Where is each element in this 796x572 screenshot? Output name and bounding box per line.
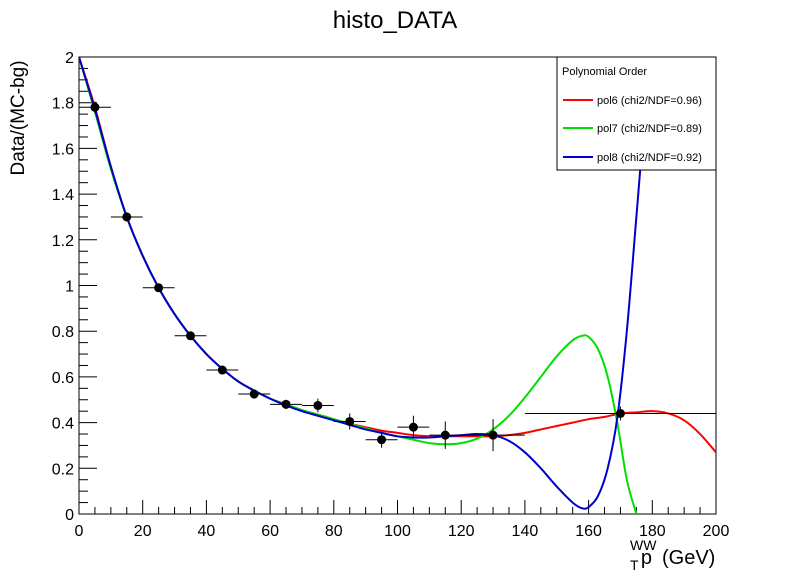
data-points <box>79 101 716 452</box>
legend: Polynomial Order pol6 (chi2/NDF=0.96) po… <box>556 56 717 171</box>
y-tick-label: 0.6 <box>52 370 74 387</box>
x-tick-label: 80 <box>325 523 343 540</box>
y-tick-label: 0 <box>65 507 74 524</box>
data-marker <box>154 283 164 293</box>
data-marker <box>377 435 387 445</box>
legend-box <box>556 56 717 171</box>
y-tick-label: 0.2 <box>52 461 74 478</box>
data-marker <box>249 389 259 399</box>
legend-title: Polynomial Order <box>562 66 647 78</box>
x-tick-label: 0 <box>75 523 84 540</box>
data-point <box>365 431 398 448</box>
x-tick-label: 140 <box>512 523 539 540</box>
data-marker <box>90 102 100 112</box>
data-marker <box>281 399 291 409</box>
data-point <box>333 413 366 430</box>
x-tick-label: 120 <box>448 523 475 540</box>
legend-label-pol6: pol6 (chi2/NDF=0.96) <box>597 95 702 107</box>
data-marker <box>488 430 498 440</box>
y-tick-label: 1.4 <box>52 187 74 204</box>
x-tick-label: 180 <box>639 523 666 540</box>
x-axis-label-main: p <box>641 547 652 569</box>
data-marker <box>345 416 355 426</box>
x-tick-label: 100 <box>384 523 411 540</box>
x-axis-label-superscript: WW <box>630 537 657 553</box>
legend-label-pol8: pol8 (chi2/NDF=0.92) <box>597 152 702 164</box>
x-tick-label: 40 <box>198 523 216 540</box>
data-point <box>206 365 239 375</box>
data-point <box>142 283 175 293</box>
x-axis-label-subscript: T <box>630 557 639 572</box>
data-point <box>174 331 207 341</box>
data-marker <box>122 212 132 222</box>
x-axis-label-unit: (GeV) <box>662 547 715 569</box>
data-point <box>238 389 271 399</box>
y-tick-label: 1.8 <box>52 96 74 113</box>
axes: 0 20 40 60 80 100 120 140 160 180 200 0 0.2 0.4 0.6 0.8… <box>52 50 730 540</box>
data-point <box>429 421 462 449</box>
data-point <box>524 406 716 421</box>
data-marker <box>217 365 227 375</box>
data-marker <box>408 422 418 432</box>
y-tick-label: 0.4 <box>52 416 74 433</box>
y-tick-label: 1.6 <box>52 141 74 158</box>
x-tick-label: 200 <box>703 523 730 540</box>
data-point <box>461 419 525 452</box>
data-point <box>397 415 430 439</box>
data-marker <box>185 331 195 341</box>
x-axis-label: p WW T (GeV) <box>630 537 715 572</box>
legend-label-pol7: pol7 (chi2/NDF=0.89) <box>597 123 702 135</box>
chart-title: histo_DATA <box>333 7 458 34</box>
x-tick-label: 60 <box>261 523 279 540</box>
data-marker <box>440 430 450 440</box>
data-point <box>301 398 334 413</box>
data-point <box>79 101 111 113</box>
data-point <box>270 399 302 409</box>
data-point <box>110 212 143 222</box>
y-tick-label: 2 <box>65 50 74 67</box>
x-tick-label: 160 <box>575 523 602 540</box>
svg-text:p: p <box>641 547 652 569</box>
y-axis-label: Data/(MC-bg) <box>8 60 29 175</box>
y-tick-label: 1 <box>65 279 74 296</box>
data-marker <box>313 400 323 410</box>
x-tick-label: 20 <box>134 523 152 540</box>
y-tick-label: 0.8 <box>52 324 74 341</box>
data-marker <box>615 408 625 418</box>
y-tick-label: 1.2 <box>52 233 74 250</box>
